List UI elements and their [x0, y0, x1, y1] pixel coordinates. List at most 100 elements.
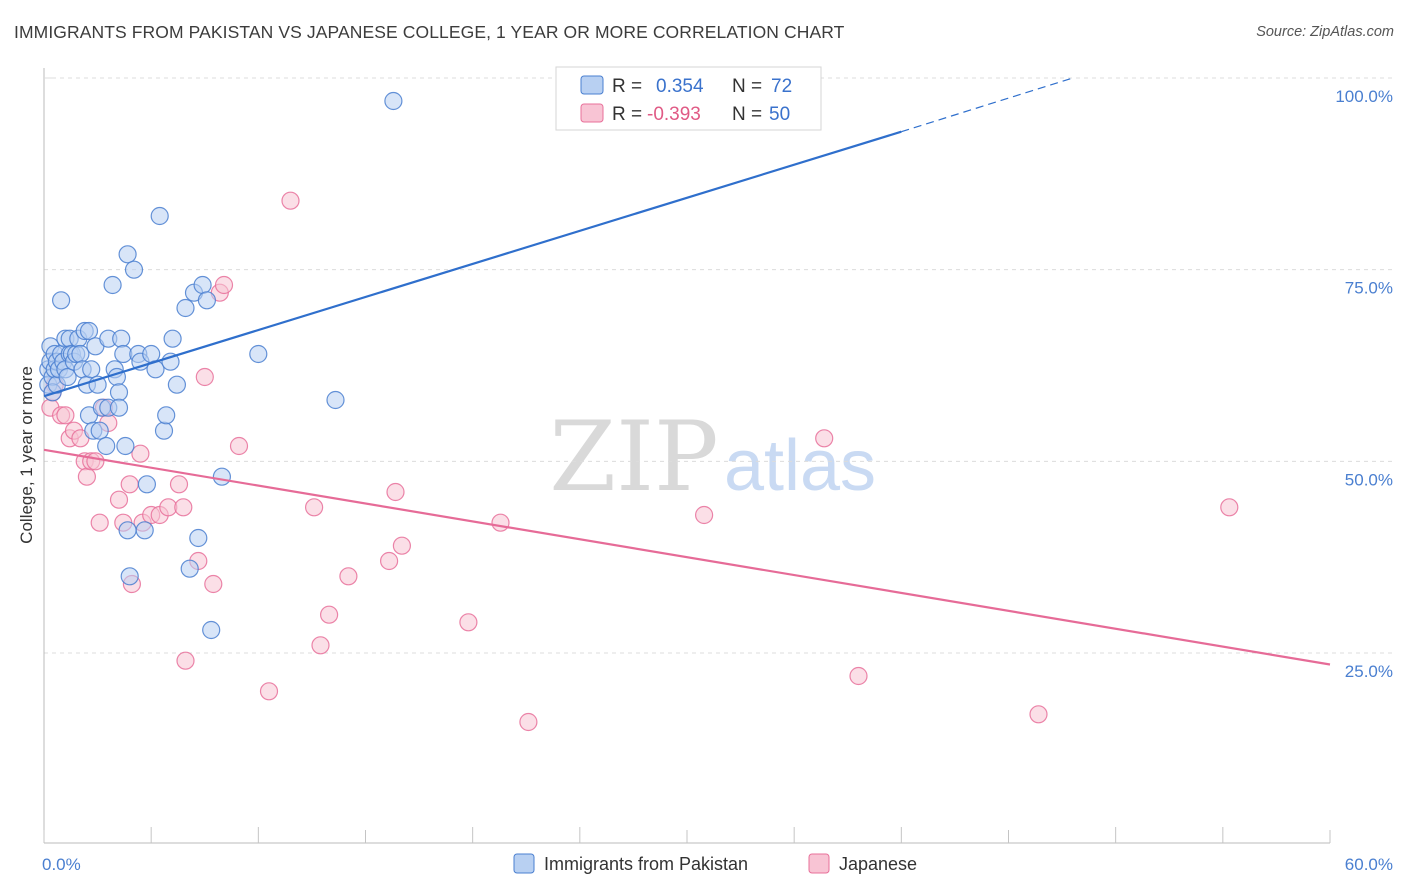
japanese-point-12 — [90, 513, 109, 532]
japanese-point-28 — [195, 367, 214, 387]
bottom-legend-label-japanese: Japanese — [839, 854, 917, 874]
pakistan-point-62 — [176, 298, 195, 318]
pakistan-point-60 — [163, 329, 182, 348]
japanese-point-15 — [109, 490, 129, 509]
legend-r-value-2: -0.393 — [647, 104, 701, 125]
japanese-point-36 — [311, 636, 330, 655]
pakistan-point-48 — [120, 567, 139, 586]
japanese-point-41 — [392, 536, 411, 555]
pakistan-point-57 — [154, 421, 174, 440]
series-legend: Immigrants from Pakistan Japanese — [513, 853, 917, 874]
correlation-legend: R = 0.354 N = 72 R = -0.393 N = 50 — [555, 66, 822, 131]
pakistan-point-53 — [137, 475, 156, 494]
pakistan-point-11 — [51, 291, 71, 310]
watermark: ZIP atlas — [549, 401, 876, 513]
y-tick-label-0: 100.0% — [1335, 87, 1393, 106]
pakistan-point-72 — [384, 91, 403, 111]
pakistan-point-58 — [157, 406, 176, 425]
japanese-point-45 — [694, 505, 714, 525]
pakistan-point-45 — [116, 436, 135, 456]
pakistan-point-61 — [167, 375, 186, 394]
chart-title: IMMIGRANTS FROM PAKISTAN VS JAPANESE COL… — [14, 22, 845, 42]
y-tick-label-1: 75.0% — [1345, 279, 1393, 298]
y-tick-labels: 100.0% 75.0% 50.0% 25.0% — [1335, 87, 1393, 681]
trend-line-pakistan-extension — [901, 77, 1073, 133]
trend-line-japanese — [43, 448, 1331, 666]
japanese-point-47 — [849, 666, 868, 686]
gridlines — [44, 77, 1395, 654]
y-tick-label-3: 25.0% — [1345, 662, 1393, 681]
japanese-point-19 — [131, 444, 150, 463]
bottom-legend-label-pakistan: Immigrants from Pakistan — [544, 854, 748, 874]
x-ticks — [43, 77, 1331, 843]
japanese-point-25 — [174, 498, 193, 517]
japanese-point-44 — [519, 712, 538, 732]
legend-n-value-2: 50 — [769, 104, 790, 125]
japanese-point-38 — [339, 567, 358, 586]
pakistan-point-52 — [135, 521, 154, 540]
bottom-legend-swatch-japanese — [808, 853, 830, 874]
pakistan-point-46 — [118, 521, 137, 540]
japanese-point-4 — [56, 406, 75, 425]
watermark-zip: ZIP — [549, 401, 718, 513]
japanese-point-34 — [281, 191, 300, 210]
pakistan-point-67 — [197, 291, 216, 310]
pakistan-point-29 — [82, 360, 101, 379]
legend-n-label-2: N = — [732, 104, 762, 125]
pakistan-point-23 — [71, 344, 90, 364]
japanese-point-9 — [77, 467, 97, 486]
japanese-point-49 — [1220, 498, 1239, 517]
pakistan-point-69 — [212, 467, 231, 486]
pakistan-point-54 — [142, 344, 161, 364]
x-tick-label-1: 60.0% — [1345, 855, 1393, 874]
pakistan-point-27 — [79, 321, 99, 341]
watermark-atlas: atlas — [724, 426, 876, 506]
japanese-point-35 — [305, 498, 324, 517]
legend-n-label-1: N = — [732, 76, 762, 97]
x-tick-label-0: 0.0% — [42, 855, 81, 874]
pakistan-point-70 — [249, 344, 268, 364]
japanese-point-46 — [815, 429, 834, 448]
trend-line-pakistan — [43, 130, 902, 398]
pakistan-point-47 — [118, 245, 137, 264]
pakistan-point-63 — [180, 559, 199, 578]
pakistan-point-16 — [58, 367, 77, 387]
legend-swatch-pink — [580, 103, 604, 123]
legend-n-value-1: 72 — [771, 76, 792, 97]
legend-swatch-blue — [580, 75, 604, 95]
y-axis-title: College, 1 year or more — [17, 366, 36, 544]
japanese-point-26 — [176, 651, 195, 670]
pakistan-point-66 — [193, 275, 212, 295]
pakistan-point-41 — [109, 383, 129, 402]
pakistan-point-71 — [326, 390, 345, 410]
source-label: Source: ZipAtlas.com — [1256, 24, 1394, 40]
japanese-point-37 — [320, 605, 339, 624]
pakistan-point-38 — [103, 275, 122, 295]
pakistan-point-42 — [109, 398, 129, 417]
pakistan-point-35 — [97, 436, 116, 456]
legend-r-label-1: R = — [612, 76, 642, 97]
pakistan-point-68 — [202, 620, 221, 640]
series-japanese — [41, 191, 1239, 732]
legend-r-label-2: R = — [612, 104, 642, 125]
bottom-legend-swatch-pakistan — [513, 853, 535, 874]
japanese-point-42 — [459, 613, 478, 632]
pakistan-point-43 — [112, 329, 131, 348]
japanese-point-33 — [259, 682, 279, 701]
y-tick-label-2: 50.0% — [1345, 470, 1393, 489]
japanese-point-32 — [229, 436, 249, 456]
pakistan-point-65 — [189, 528, 208, 548]
japanese-point-31 — [214, 275, 234, 295]
trend-lines — [43, 77, 1331, 666]
x-tick-labels: 0.0% 60.0% — [42, 855, 1393, 874]
pakistan-point-49 — [124, 260, 144, 279]
japanese-point-29 — [204, 574, 223, 594]
pakistan-point-56 — [150, 206, 169, 226]
japanese-point-39 — [380, 551, 399, 571]
legend-r-value-1: 0.354 — [656, 76, 704, 97]
japanese-point-11 — [86, 452, 105, 471]
series-pakistan — [39, 68, 812, 640]
japanese-point-17 — [120, 475, 139, 494]
japanese-point-24 — [169, 475, 189, 494]
